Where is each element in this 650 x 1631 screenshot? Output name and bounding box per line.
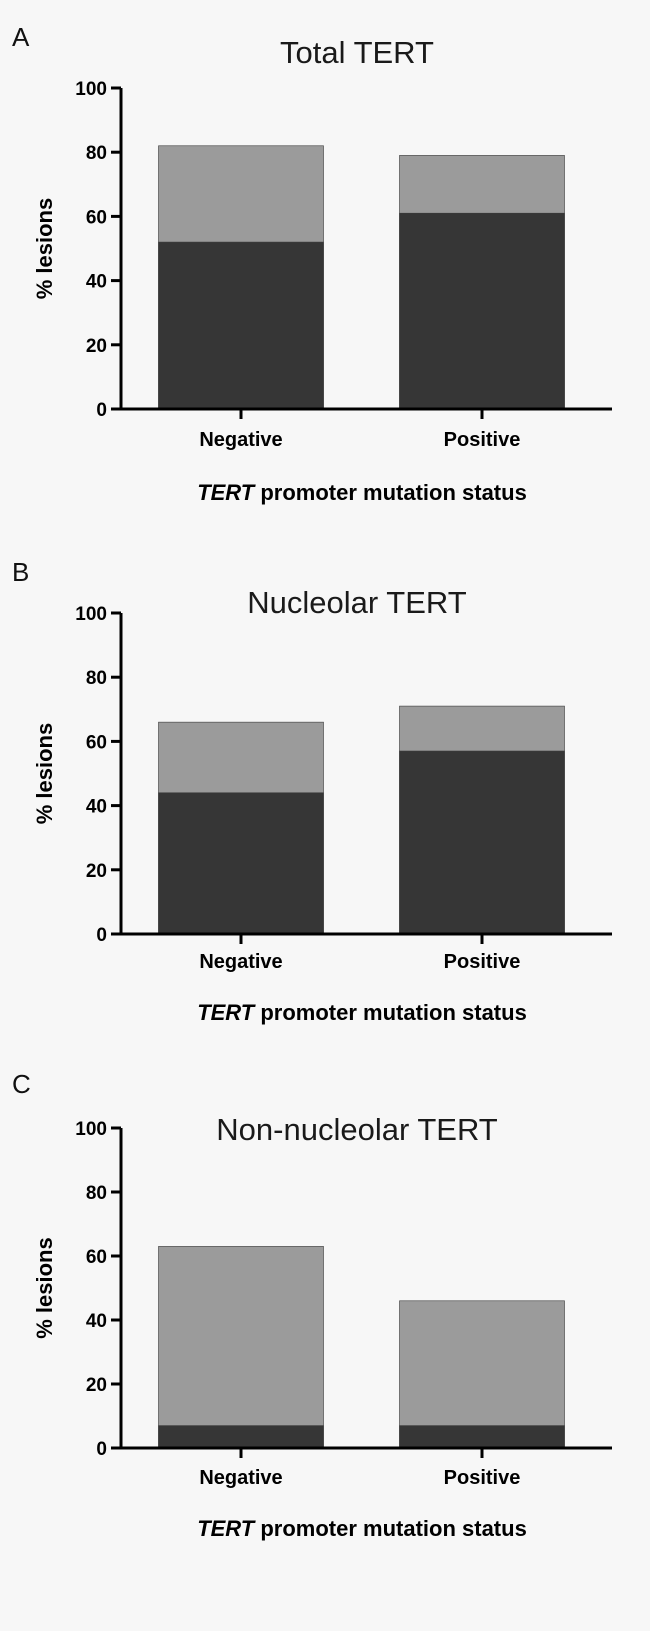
y-tick-label: 80	[86, 1183, 107, 1204]
bar-dark-positive	[399, 750, 565, 935]
panel-letter: C	[12, 1069, 31, 1099]
chart-panel-3: C Non-nucleolar TERT 0 20 40 60 80 100 Negative P…	[12, 1069, 612, 1541]
y-axis-label: % lesions	[32, 1237, 57, 1338]
y-tick-label: 60	[86, 1247, 107, 1268]
x-tick-label: Negative	[199, 951, 282, 973]
x-axis-label-rest: promoter mutation status	[254, 480, 527, 505]
x-axis-label: TERT promoter mutation status	[197, 480, 527, 505]
bar-light-positive	[399, 1300, 565, 1449]
x-axis-label: TERT promoter mutation status	[197, 1516, 527, 1541]
y-axis-label: % lesions	[32, 198, 57, 299]
bar-dark-negative	[158, 241, 324, 410]
y-tick-label: 20	[86, 1375, 107, 1396]
chart-panel-1: A Total TERT 0 20 40 60 80 100 Negative Positive%…	[12, 22, 612, 505]
y-tick-label: 40	[86, 1311, 107, 1332]
x-axis-label: TERT promoter mutation status	[197, 1000, 527, 1025]
y-tick-label: 20	[86, 861, 107, 882]
y-tick-label: 100	[75, 79, 107, 100]
x-axis-label-italic: TERT	[197, 1516, 256, 1541]
y-tick-label: 40	[86, 797, 107, 818]
x-axis-label-italic: TERT	[197, 480, 256, 505]
x-axis-label-italic: TERT	[197, 1000, 256, 1025]
x-tick-label: Positive	[444, 1467, 521, 1489]
y-tick-label: 0	[96, 925, 107, 946]
y-tick-label: 40	[86, 272, 107, 293]
bar-dark-positive	[399, 212, 565, 410]
y-tick-label: 0	[96, 400, 107, 421]
y-axis-label: % lesions	[32, 723, 57, 824]
bar-dark-negative	[158, 1425, 324, 1449]
y-tick-label: 60	[86, 207, 107, 228]
chart-title: Total TERT	[280, 35, 434, 70]
bar-light-negative	[158, 1246, 324, 1449]
x-tick-label: Negative	[199, 429, 282, 451]
chart-title: Nucleolar TERT	[247, 585, 466, 620]
x-axis-label-rest: promoter mutation status	[254, 1000, 527, 1025]
panel-letter: B	[12, 557, 29, 587]
y-tick-label: 80	[86, 143, 107, 164]
x-tick-label: Positive	[444, 951, 521, 973]
bar-dark-negative	[158, 792, 324, 935]
y-tick-label: 100	[75, 1119, 107, 1140]
y-tick-label: 60	[86, 732, 107, 753]
panel-letter: A	[12, 22, 30, 52]
y-tick-label: 80	[86, 668, 107, 689]
chart-panel-2: B Nucleolar TERT 0 20 40 60 80 100 Negative Posit…	[12, 557, 612, 1025]
chart-title: Non-nucleolar TERT	[216, 1112, 497, 1147]
y-tick-label: 20	[86, 336, 107, 357]
y-tick-label: 100	[75, 604, 107, 625]
bar-dark-positive	[399, 1425, 565, 1449]
x-tick-label: Negative	[199, 1467, 282, 1489]
x-tick-label: Positive	[444, 429, 521, 451]
x-axis-label-rest: promoter mutation status	[254, 1516, 527, 1541]
y-tick-label: 0	[96, 1439, 107, 1460]
